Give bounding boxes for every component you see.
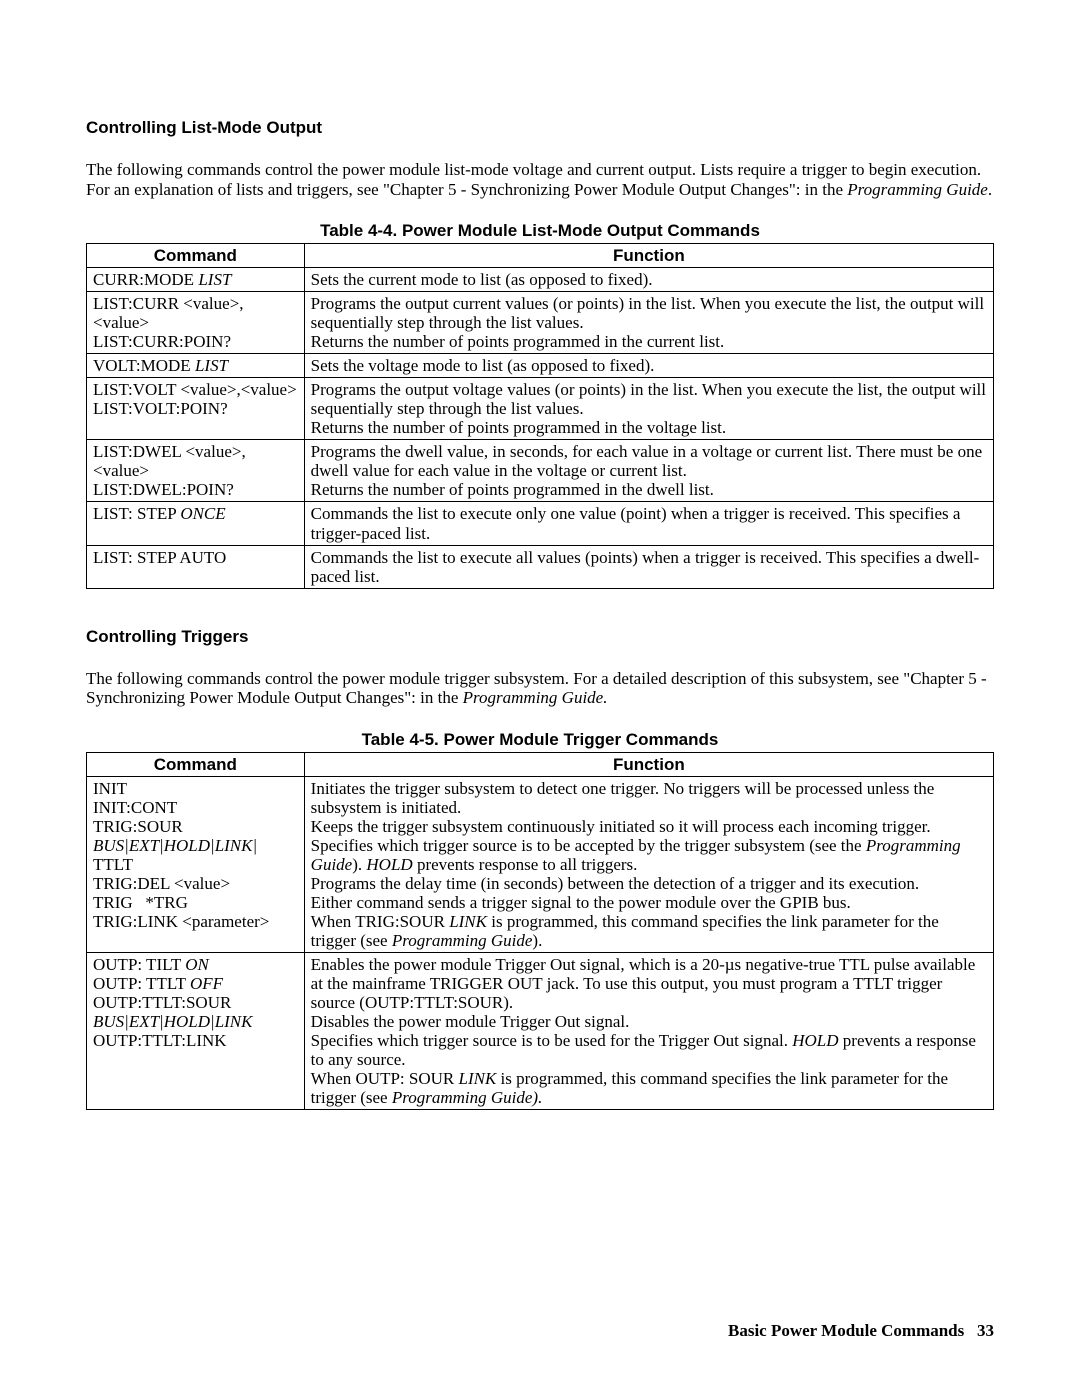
table1-function-cell: Programs the output current values (or p… [304,292,993,354]
table1-function-cell: Commands the list to execute only one va… [304,502,993,545]
table1: Command Function CURR:MODE LISTSets the … [86,243,994,589]
table1-header-row: Command Function [87,244,994,268]
table1-row: LIST:DWEL <value>,<value>LIST:DWEL:POIN?… [87,440,994,502]
table1-command-cell: LIST: STEP ONCE [87,502,305,545]
table1-command-cell: LIST:VOLT <value>,<value>LIST:VOLT:POIN? [87,378,305,440]
section1-para-post: . [988,180,992,199]
section1-paragraph: The following commands control the power… [86,160,994,199]
table2-function-cell: Enables the power module Trigger Out sig… [304,953,993,1110]
table1-row: LIST: STEP AUTOCommands the list to exec… [87,545,994,588]
table1-command-cell: LIST: STEP AUTO [87,545,305,588]
table1-command-cell: VOLT:MODE LIST [87,354,305,378]
section2-paragraph: The following commands control the power… [86,669,994,708]
table1-command-cell: LIST:CURR <value>,<value>LIST:CURR:POIN? [87,292,305,354]
table1-function-cell: Sets the voltage mode to list (as oppose… [304,354,993,378]
table1-function-cell: Sets the current mode to list (as oppose… [304,268,993,292]
table2: Command Function INITINIT:CONTTRIG:SOURB… [86,752,994,1111]
page: Controlling List-Mode Output The followi… [0,0,1080,1397]
table1-function-cell: Programs the output voltage values (or p… [304,378,993,440]
table1-row: LIST: STEP ONCECommands the list to exec… [87,502,994,545]
footer-title: Basic Power Module Commands [728,1321,964,1340]
table1-row: LIST:VOLT <value>,<value>LIST:VOLT:POIN?… [87,378,994,440]
table1-header-function: Function [304,244,993,268]
table1-function-cell: Commands the list to execute all values … [304,545,993,588]
section2-heading: Controlling Triggers [86,627,994,647]
table2-function-cell: Initiates the trigger subsystem to detec… [304,776,993,952]
table2-command-cell: OUTP: TILT ONOUTP: TTLT OFFOUTP:TTLT:SOU… [87,953,305,1110]
table1-caption: Table 4-4. Power Module List-Mode Output… [86,221,994,241]
table1-row: LIST:CURR <value>,<value>LIST:CURR:POIN?… [87,292,994,354]
table1-row: CURR:MODE LISTSets the current mode to l… [87,268,994,292]
table1-command-cell: CURR:MODE LIST [87,268,305,292]
footer-page-number: 33 [977,1321,994,1340]
table2-header-function: Function [304,752,993,776]
table1-command-cell: LIST:DWEL <value>,<value>LIST:DWEL:POIN? [87,440,305,502]
table2-header-command: Command [87,752,305,776]
section2-para-italic: Programming Guide. [463,688,608,707]
section1-para-italic: Programming Guide [847,180,988,199]
table2-caption: Table 4-5. Power Module Trigger Commands [86,730,994,750]
page-footer: Basic Power Module Commands 33 [728,1321,994,1341]
table1-function-cell: Programs the dwell value, in seconds, fo… [304,440,993,502]
table2-row: INITINIT:CONTTRIG:SOURBUS|EXT|HOLD|LINK|… [87,776,994,952]
table1-row: VOLT:MODE LISTSets the voltage mode to l… [87,354,994,378]
section1-heading: Controlling List-Mode Output [86,118,994,138]
table2-header-row: Command Function [87,752,994,776]
table2-command-cell: INITINIT:CONTTRIG:SOURBUS|EXT|HOLD|LINK|… [87,776,305,952]
table1-header-command: Command [87,244,305,268]
table2-row: OUTP: TILT ONOUTP: TTLT OFFOUTP:TTLT:SOU… [87,953,994,1110]
